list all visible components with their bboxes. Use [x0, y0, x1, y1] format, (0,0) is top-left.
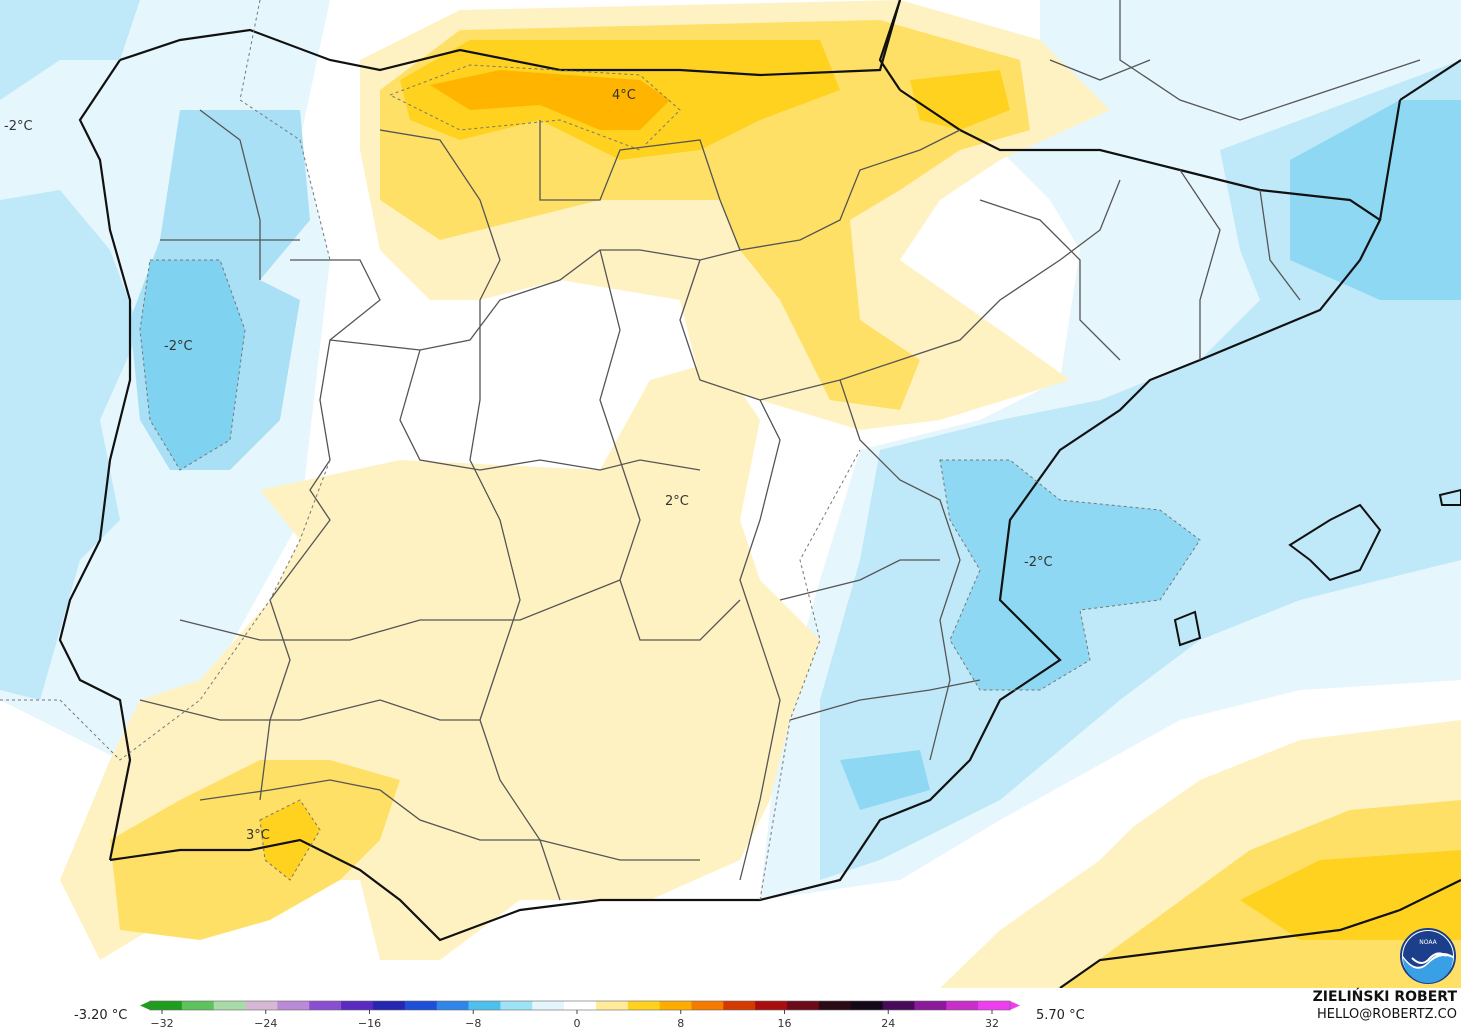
anomaly-area-gold-south-sea — [1240, 850, 1461, 940]
contour-label-minus2c-valencia: -2°C — [1024, 555, 1053, 570]
colorbar: −32 −24 −16 −8 0 8 16 24 32 — [140, 1000, 1020, 1030]
temperature-anomaly-map: 4°C -2°C -2°C -2°C 2°C 3°C — [0, 0, 1461, 988]
colorbar-cell — [309, 1001, 342, 1010]
anomaly-area-mid-blue-east — [840, 100, 1461, 810]
colorbar-cell — [723, 1001, 756, 1010]
contour-lines — [0, 0, 1201, 901]
anomaly-area-gold-southwest — [260, 800, 320, 880]
contour-label-3c-southwest: 3°C — [246, 828, 270, 843]
coastline-france — [878, 0, 1461, 221]
colorbar-cell — [436, 1001, 470, 1010]
colorbar-cell — [404, 1001, 438, 1010]
noaa-logo: NOAA — [1400, 928, 1456, 984]
colorbar-cell — [914, 1001, 947, 1010]
noaa-logo-text: NOAA — [1419, 939, 1437, 946]
colorbar-cell — [818, 1001, 852, 1010]
province-borders — [139, 0, 1421, 901]
colorbar-tick-label: 16 — [778, 1017, 792, 1030]
colorbar-cell — [372, 1001, 406, 1010]
island-menorca — [1438, 488, 1461, 506]
colorbar-min-arrow — [140, 1001, 150, 1010]
legend-max-value: 5.70 °C — [1036, 1008, 1085, 1023]
contour-label-minus2c-atlantic: -2°C — [4, 119, 33, 134]
island-mallorca — [1288, 503, 1382, 582]
author-email: HELLO@ROBERTZ.CO — [1316, 1007, 1457, 1022]
colorbar-tick-label: 0 — [574, 1017, 581, 1030]
colorbar-cell — [245, 1001, 278, 1010]
colorbar-cell — [564, 1001, 597, 1010]
coastline — [58, 0, 1382, 942]
colorbar-tick-label: −16 — [358, 1017, 381, 1030]
colorbar-tick-label: −24 — [254, 1017, 277, 1030]
contour-label-minus2c-galicia: -2°C — [164, 339, 193, 354]
colorbar-tick-label: 24 — [881, 1017, 895, 1030]
colorbar-cell — [532, 1001, 565, 1010]
colorbar-cell — [978, 1001, 1011, 1010]
author-name: ZIELIŃSKI ROBERT — [1312, 989, 1457, 1005]
colorbar-cell — [882, 1001, 915, 1010]
colorbar-cell — [213, 1001, 247, 1010]
colorbar-border — [149, 1000, 1011, 1011]
color-legend: -3.20 °C −32 −24 −16 −8 0 8 16 24 32 5.70 °C ZIE… — [0, 988, 1461, 1035]
colorbar-cell — [850, 1001, 884, 1010]
colorbar-tick-label: −8 — [465, 1017, 481, 1030]
colorbar-cell — [150, 1001, 183, 1010]
anomaly-area-mid-blue-galicia — [140, 260, 245, 470]
colorbar-cell — [181, 1001, 215, 1010]
island-ibiza — [1173, 610, 1202, 647]
colorbar-tick-label: −32 — [150, 1017, 173, 1030]
coastline-north-africa — [1059, 879, 1461, 988]
colorbar-cell — [627, 1001, 661, 1010]
legend-min-value: -3.20 °C — [74, 1008, 128, 1023]
contour-label-4c: 4°C — [612, 88, 636, 103]
colorbar-cell — [341, 1001, 374, 1010]
colorbar-cell — [659, 1001, 692, 1010]
colorbar-cell — [691, 1001, 724, 1010]
colorbar-cell — [755, 1001, 788, 1010]
colorbar-cell — [787, 1001, 820, 1010]
anomaly-area-white-south-sea — [760, 680, 1461, 988]
colorbar-tick-label: 32 — [985, 1017, 999, 1030]
contour-label-2c-center: 2°C — [665, 494, 689, 509]
colorbar-cell — [277, 1001, 310, 1010]
colorbar-cell — [500, 1001, 533, 1010]
colorbar-max-arrow — [1010, 1001, 1020, 1010]
colorbar-cell — [595, 1001, 629, 1010]
colorbar-tick-label: 8 — [677, 1017, 684, 1030]
colorbar-cell — [468, 1001, 501, 1010]
anomaly-area-orange-north — [430, 70, 670, 130]
colorbar-cell — [946, 1001, 979, 1010]
anomaly-area-blue-atlantic — [0, 0, 140, 700]
